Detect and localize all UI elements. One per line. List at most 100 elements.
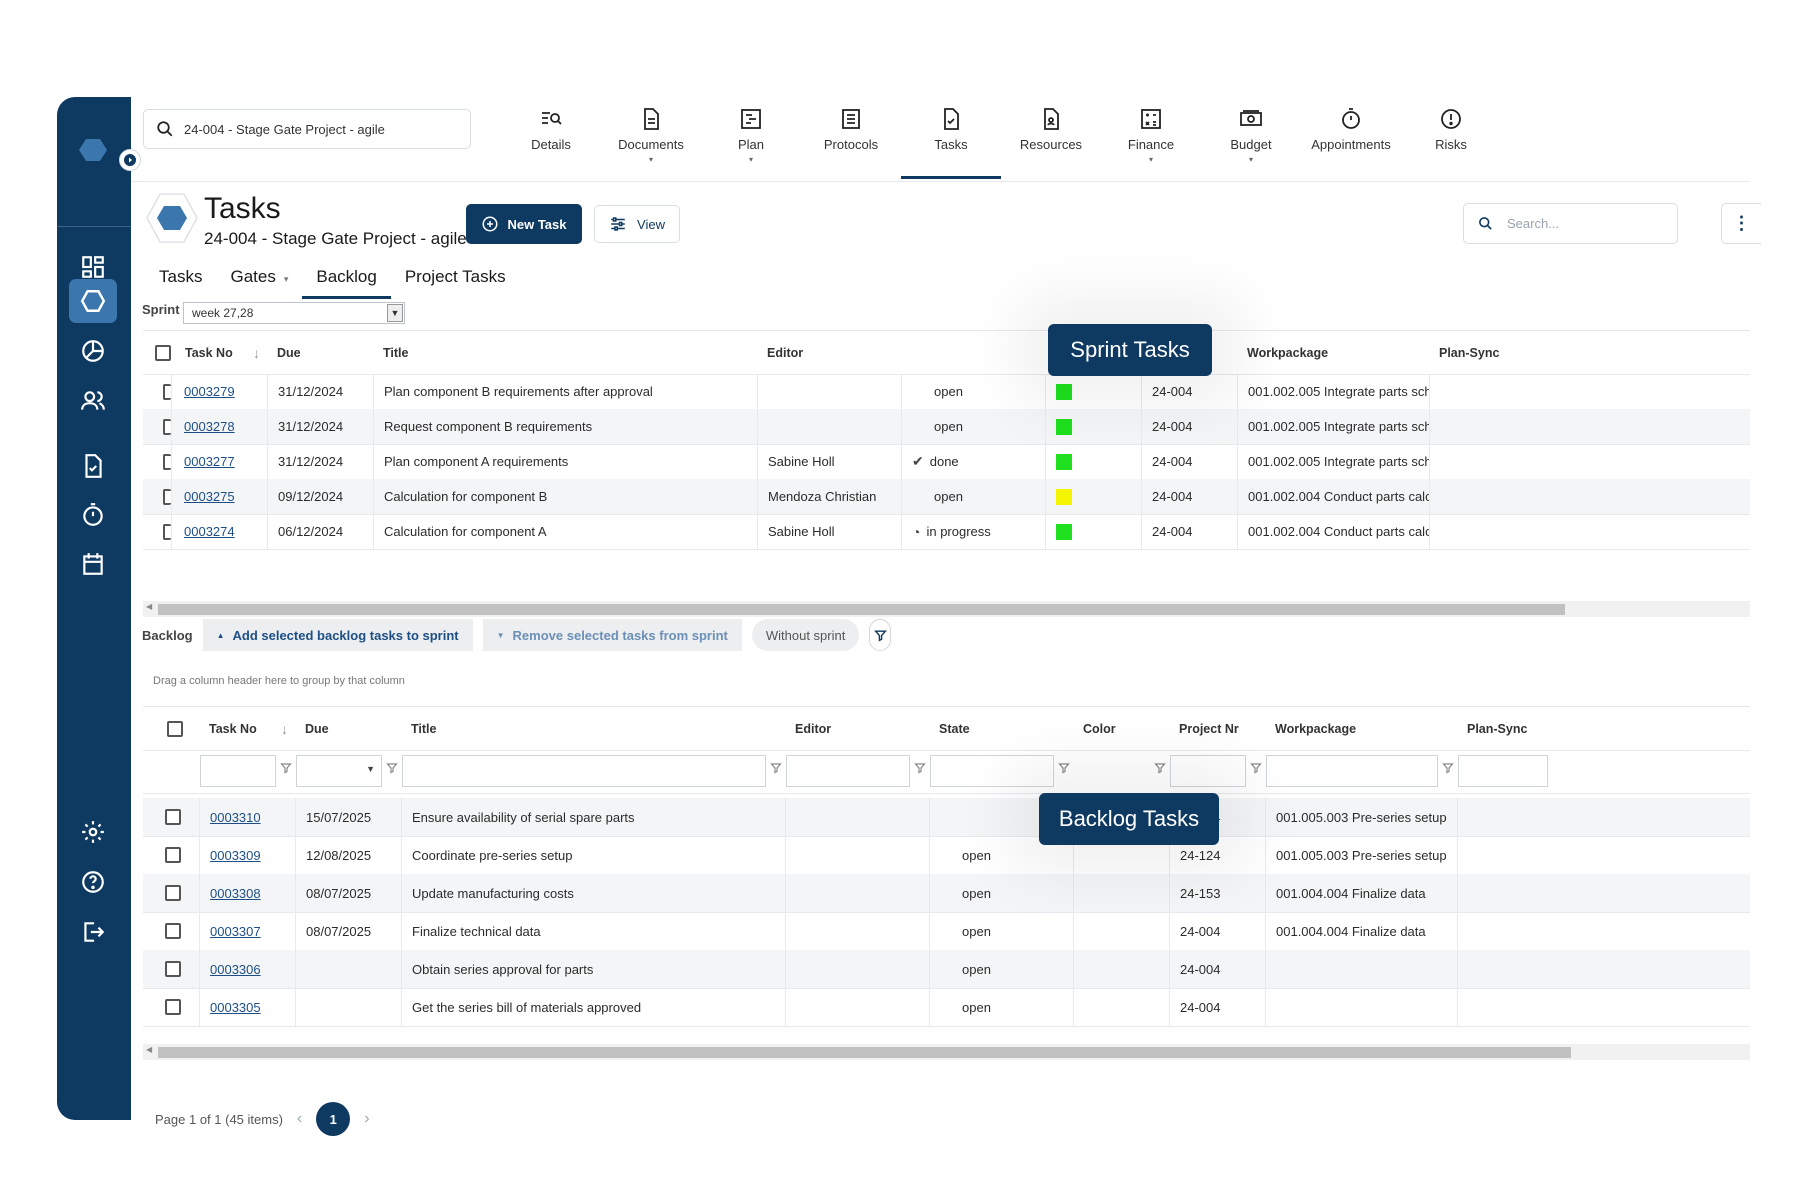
row-select[interactable]	[143, 836, 199, 874]
select-all-checkbox[interactable]	[167, 720, 183, 737]
header-plan-sync[interactable]: Plan-Sync	[1457, 707, 1597, 750]
nav-protocols[interactable]: Protocols	[801, 97, 901, 179]
task-no-link[interactable]: 0003278	[184, 419, 235, 434]
sort-down-icon[interactable]: ↓	[253, 344, 260, 361]
task-no-link[interactable]: 0003279	[184, 384, 235, 399]
task-no-link[interactable]: 0003307	[210, 923, 261, 939]
plan-sync-filter-input[interactable]	[1458, 755, 1548, 787]
backlog-filter-button[interactable]	[869, 619, 892, 651]
sidebar-item-help[interactable]	[69, 860, 117, 904]
header-editor[interactable]: Editor	[757, 331, 901, 374]
filter-icon[interactable]	[1154, 762, 1166, 774]
sprint-select[interactable]: week 27,28 ▼	[183, 302, 405, 324]
state-filter-input[interactable]	[930, 755, 1054, 787]
tab-backlog[interactable]: Backlog	[302, 257, 392, 299]
header-state[interactable]: State	[929, 707, 1073, 750]
header-workpackage[interactable]: Workpackage	[1265, 707, 1457, 750]
due-filter-input[interactable]: ▼	[296, 755, 382, 787]
nav-finance[interactable]: Finance ▾	[1101, 97, 1201, 179]
table-row[interactable]: 0003305 Get the series bill of materials …	[143, 988, 1750, 1027]
sidebar-item-tasks[interactable]	[69, 444, 117, 488]
sort-down-icon[interactable]: ↓	[281, 720, 288, 737]
chevron-down-icon[interactable]: ▼	[387, 304, 403, 322]
scrollbar-thumb[interactable]	[158, 1047, 1571, 1058]
next-page-button[interactable]: ›	[364, 1110, 370, 1127]
sprint-grid-scrollbar[interactable]: ◀	[143, 601, 1750, 617]
row-checkbox[interactable]	[165, 923, 181, 939]
header-color[interactable]: Color	[1073, 707, 1169, 750]
prev-page-button[interactable]: ‹	[296, 1110, 303, 1127]
nav-risks[interactable]: Risks	[1401, 97, 1501, 179]
table-row[interactable]: 0003308 08/07/2025 Update manufacturing co…	[143, 874, 1750, 913]
row-select[interactable]	[143, 950, 199, 988]
row-checkbox[interactable]	[163, 383, 171, 400]
filter-icon[interactable]	[1442, 762, 1454, 774]
title-filter-input[interactable]	[402, 755, 766, 787]
sidebar-item-calendar[interactable]	[69, 542, 117, 586]
page-number-button[interactable]: 1	[316, 1102, 351, 1136]
scroll-left-icon[interactable]: ◀	[146, 602, 153, 611]
backlog-grid-scrollbar[interactable]: ◀	[143, 1044, 1750, 1060]
header-due[interactable]: Due	[295, 707, 401, 750]
workpackage-filter-input[interactable]	[1266, 755, 1438, 787]
task-search-input[interactable]: Search...	[1463, 203, 1678, 244]
row-checkbox[interactable]	[165, 809, 181, 825]
editor-filter-input[interactable]	[786, 755, 910, 787]
sidebar-item-timer[interactable]	[69, 493, 117, 537]
sidebar-expand-button[interactable]	[120, 150, 140, 170]
sidebar-item-logout[interactable]	[69, 910, 117, 954]
task-no-link[interactable]: 0003306	[210, 961, 261, 977]
header-title[interactable]: Title	[373, 331, 757, 374]
sidebar-item-dashboard[interactable]	[69, 245, 117, 289]
remove-from-sprint-button[interactable]: ▼ Remove selected tasks from sprint	[482, 619, 742, 651]
nav-resources[interactable]: Resources	[1001, 97, 1101, 179]
nav-appointments[interactable]: Appointments	[1301, 97, 1401, 179]
add-to-sprint-button[interactable]: ▲ Add selected backlog tasks to sprint	[202, 619, 473, 651]
row-select[interactable]	[143, 409, 171, 444]
tab-tasks[interactable]: Tasks	[145, 257, 216, 297]
view-button[interactable]: View	[594, 205, 680, 243]
scroll-left-icon[interactable]: ◀	[146, 1045, 153, 1054]
row-checkbox[interactable]	[163, 453, 171, 470]
filter-icon[interactable]	[1058, 762, 1070, 774]
header-workpackage[interactable]: Workpackage	[1237, 331, 1429, 374]
row-select[interactable]	[143, 514, 171, 549]
header-title[interactable]: Title	[401, 707, 785, 750]
row-checkbox[interactable]	[165, 999, 181, 1015]
row-checkbox[interactable]	[165, 961, 181, 977]
filter-icon[interactable]	[280, 762, 292, 774]
sidebar-item-projects[interactable]	[69, 279, 117, 323]
scrollbar-thumb[interactable]	[158, 604, 1565, 615]
nav-documents[interactable]: Documents ▾	[601, 97, 701, 179]
nav-details[interactable]: Details	[501, 97, 601, 179]
table-row[interactable]: 0003277 31/12/2024 Plan component A requir…	[143, 444, 1750, 480]
header-task-no[interactable]: Task No	[199, 707, 295, 750]
table-row[interactable]: 0003310 15/07/2025 Ensure availability of …	[143, 798, 1750, 837]
table-row[interactable]: 0003309 12/08/2025 Coordinate pre-series s…	[143, 836, 1750, 875]
task-no-link[interactable]: 0003277	[184, 454, 235, 469]
nav-tasks[interactable]: Tasks	[901, 97, 1001, 179]
nav-plan[interactable]: Plan ▾	[701, 97, 801, 179]
without-sprint-toggle[interactable]: Without sprint	[751, 619, 860, 651]
row-select[interactable]	[143, 912, 199, 950]
table-row[interactable]: 0003307 08/07/2025 Finalize technical data…	[143, 912, 1750, 951]
row-checkbox[interactable]	[163, 488, 171, 505]
more-options-button[interactable]: ⋮	[1721, 203, 1761, 244]
project-search-input[interactable]: 24-004 - Stage Gate Project - agile	[143, 109, 471, 149]
table-row[interactable]: 0003274 06/12/2024 Calculation for compone…	[143, 514, 1750, 550]
table-row[interactable]: 0003275 09/12/2024 Calculation for compone…	[143, 479, 1750, 515]
project-filter-input[interactable]	[1170, 755, 1246, 787]
row-checkbox[interactable]	[165, 885, 181, 901]
nav-budget[interactable]: Budget ▾	[1201, 97, 1301, 179]
row-select[interactable]	[143, 374, 171, 409]
filter-icon[interactable]	[770, 762, 782, 774]
header-project-nr[interactable]: Project Nr	[1169, 707, 1265, 750]
table-row[interactable]: 0003306 Obtain series approval for parts o…	[143, 950, 1750, 989]
filter-icon[interactable]	[1250, 762, 1262, 774]
task-no-link[interactable]: 0003274	[184, 524, 235, 539]
row-select[interactable]	[143, 874, 199, 912]
chevron-down-icon[interactable]: ▼	[366, 764, 375, 774]
sidebar-item-portfolio[interactable]	[69, 329, 117, 373]
table-row[interactable]: 0003279 31/12/2024 Plan component B requir…	[143, 374, 1750, 410]
table-row[interactable]: 0003278 31/12/2024 Request component B req…	[143, 409, 1750, 445]
